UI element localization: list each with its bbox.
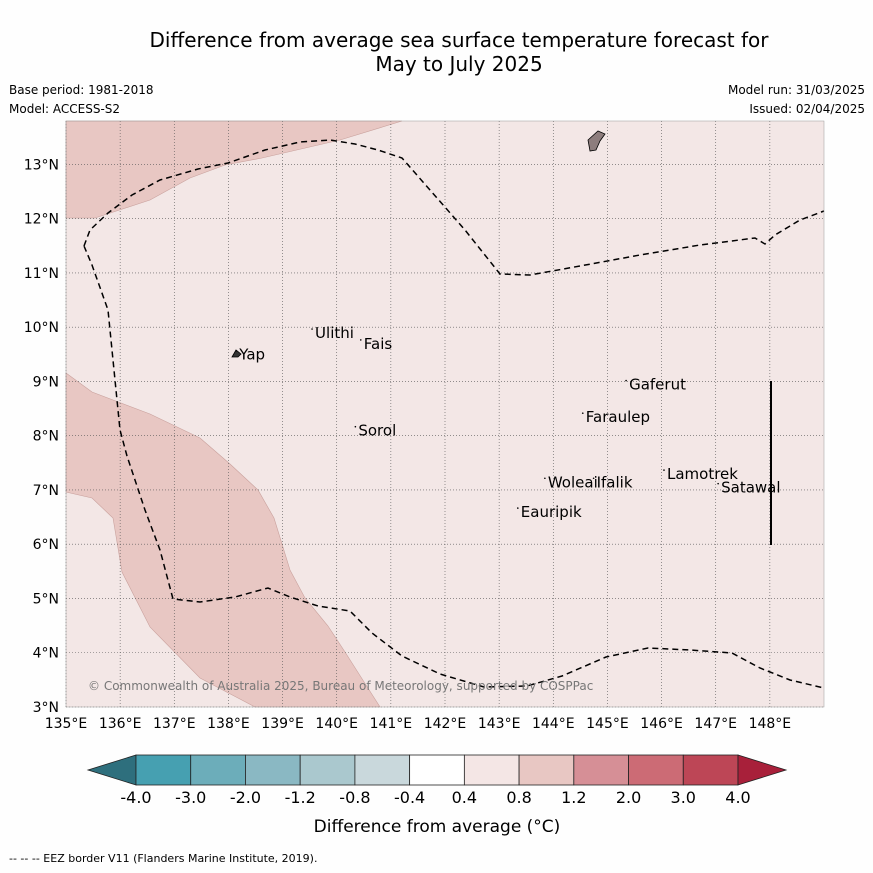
lon-tick-label: 142°E (424, 716, 467, 732)
colorbar-max-extension (737, 754, 788, 786)
axis-ticks: 135°E 136°E 137°E 138°E 139°E 140°E 141°E 142°E… (24, 157, 791, 732)
lon-tick-label: 137°E (153, 716, 196, 732)
copyright-notice: © Commonwealth of Australia 2025, Bureau… (88, 679, 593, 693)
lat-tick-label: 13°N (24, 157, 59, 173)
colorbar-tick-label: 2.0 (616, 788, 641, 807)
colorbar-tick-label: 0.4 (452, 788, 477, 807)
lat-tick-label: 11°N (24, 266, 59, 282)
anomaly-region-southwest (65, 372, 381, 708)
issued-date: Issued: 02/04/2025 (749, 102, 865, 116)
place-label: Lamotrek (667, 465, 738, 483)
place-label: Fais (364, 335, 393, 353)
anomaly-region-north (65, 120, 403, 219)
model-run: Model run: 31/03/2025 (727, 83, 865, 97)
colorbar-segment (190, 754, 246, 786)
colorbar-segment (354, 754, 411, 786)
lon-tick-label: 138°E (207, 716, 250, 732)
place-marker (354, 425, 357, 428)
lat-tick-label: 10°N (24, 320, 59, 336)
colorbar-segment (628, 754, 684, 786)
colorbar-tick-label: -0.8 (339, 788, 370, 807)
lon-tick-label: 144°E (532, 716, 575, 732)
place-marker (544, 477, 546, 480)
lat-tick-label: 6°N (33, 537, 59, 553)
place-marker (717, 482, 719, 485)
title-line-1: Difference from average sea surface temp… (149, 28, 769, 52)
place-marker (359, 339, 362, 341)
place-marker (235, 349, 238, 352)
lon-tick-label: 139°E (261, 716, 304, 732)
meta-left: Base period: 1981-2018 Model: ACCESS-S2 (9, 81, 154, 119)
lat-tick-label: 12°N (24, 212, 59, 228)
place-label: Ifalik (597, 473, 633, 491)
anomaly-regions (65, 120, 403, 708)
guam-island (587, 130, 606, 152)
lon-tick-label: 135°E (45, 716, 88, 732)
colorbar-tick-label: -4.0 (120, 788, 151, 807)
lat-tick-label: 7°N (33, 483, 59, 499)
colorbar-segment (245, 754, 301, 786)
lat-tick-label: 3°N (33, 700, 59, 716)
place-marker (592, 477, 595, 480)
eez-legend-note: -- -- -- EEZ border V11 (Flanders Marine… (9, 852, 318, 865)
place-marker (517, 507, 519, 509)
colorbar-segment (299, 754, 356, 786)
place-label: Faraulep (586, 408, 650, 426)
colorbar-segment (463, 754, 520, 786)
lon-tick-label: 148°E (749, 716, 792, 732)
place-marker (625, 379, 627, 382)
place-label: Ulithi (315, 324, 354, 342)
colorbar-tick-label: 0.8 (506, 788, 531, 807)
colorbar-min-extension (86, 754, 137, 786)
lat-tick-label: 9°N (33, 374, 59, 390)
base-period: Base period: 1981-2018 (9, 83, 154, 97)
place-marker (663, 469, 665, 471)
title-line-2: May to July 2025 (375, 52, 543, 76)
meta-right: Model run: 31/03/2025 Issued: 02/04/2025 (728, 81, 865, 119)
island-shapes (231, 130, 606, 358)
yap-island (231, 349, 242, 358)
colorbar-tick-label: -1.2 (285, 788, 316, 807)
place-label: Sorol (358, 422, 396, 440)
place-marker (581, 412, 584, 414)
place-label: Yap (238, 346, 265, 364)
lon-tick-label: 141°E (370, 716, 413, 732)
place-labels: Yap Ulithi Fais Sorol Gaferut Faraulep WoleaiI… (235, 324, 781, 521)
colorbar-tick-label: 1.2 (561, 788, 586, 807)
chart-title: Difference from average sea surface temp… (0, 28, 873, 76)
place-label: Satawal (721, 479, 780, 497)
place-label: Eauripik (521, 503, 582, 521)
model-name: Model: ACCESS-S2 (9, 102, 121, 116)
lon-tick-label: 147°E (694, 716, 737, 732)
colorbar-tick-label: -2.0 (230, 788, 261, 807)
colorbar-segment (518, 754, 575, 786)
lat-tick-label: 5°N (33, 591, 59, 607)
colorbar-segment (409, 754, 465, 786)
colorbar-segment (682, 754, 739, 786)
colorbar-segment (573, 754, 629, 786)
colorbar-segment (135, 754, 192, 786)
lat-tick-label: 4°N (33, 646, 59, 662)
map-frame (65, 120, 825, 708)
colorbar-tick-label: -0.4 (394, 788, 425, 807)
colorbar-tick-label: -3.0 (175, 788, 206, 807)
colorbar-tick-label: 3.0 (671, 788, 696, 807)
colorbar-tick-label: 4.0 (725, 788, 750, 807)
colorbar: -4.0 -3.0 -2.0 -1.2 -0.8 -0.4 0.4 0.8 1.2 2.0 3.0 4… (86, 754, 788, 807)
lon-tick-label: 143°E (478, 716, 521, 732)
map-gridlines (65, 121, 824, 708)
lon-tick-label: 145°E (586, 716, 629, 732)
lon-tick-label: 146°E (640, 716, 683, 732)
place-marker (311, 328, 313, 330)
place-label: Woleai (548, 473, 598, 491)
place-label: Gaferut (629, 376, 686, 394)
lon-tick-label: 136°E (99, 716, 142, 732)
eez-border-line (83, 139, 825, 689)
lon-tick-label: 140°E (315, 716, 358, 732)
colorbar-label: Difference from average (°C) (314, 817, 561, 837)
lat-tick-label: 8°N (33, 429, 59, 445)
